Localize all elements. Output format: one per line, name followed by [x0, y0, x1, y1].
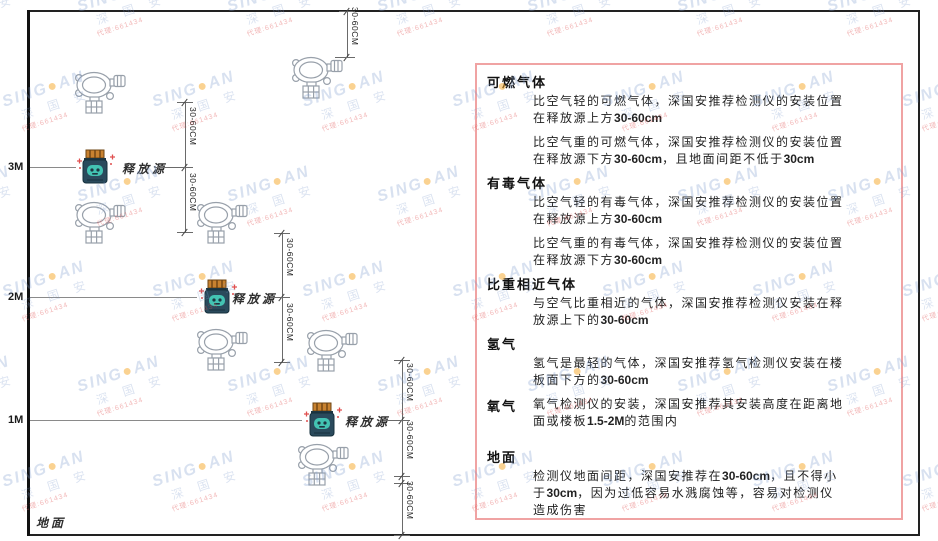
dimension-connector [155, 167, 192, 168]
guide-section: 比重相近气体与空气比重相近的气体，深国安推荐检测仪安装在释放源上下的30-60c… [487, 276, 893, 329]
height-line-1m [30, 420, 302, 421]
height-label-3m: 3M [8, 161, 24, 173]
dimension-label: 30-60CM [188, 107, 198, 146]
right-border-line [918, 10, 920, 536]
dimension-connector [335, 57, 353, 58]
dimension-line [402, 360, 403, 535]
gas-detector-icon [71, 199, 129, 245]
section-heading: 氢气 [487, 337, 518, 352]
section-paragraph: 比空气重的可燃气体，深国安推荐检测仪的安装位置在释放源下方30-60cm，且地面… [533, 135, 844, 166]
dimension-tick [394, 476, 410, 477]
release-source-icon [300, 402, 344, 438]
gas-detector-icon [71, 69, 129, 115]
section-paragraph: 氢气是最轻的气体，深国安推荐氢气检测仪安装在楼板面下方的30-60cm [533, 356, 844, 387]
dimension-label: 30-60CM [285, 303, 295, 342]
dimension-connector [385, 420, 403, 421]
dimension-tick [394, 535, 410, 536]
dimension-tick [274, 233, 290, 234]
dimension-tick [177, 102, 193, 103]
height-label-2m: 2M [8, 291, 24, 303]
guide-section: 可燃气体比空气轻的可燃气体，深国安推荐检测仪的安装位置在释放源上方30-60cm… [487, 74, 893, 168]
section-paragraph: 比空气轻的有毒气体，深国安推荐检测仪的安装位置在释放源上方30-60cm [533, 195, 844, 226]
dimension-label: 30-60CM [285, 238, 295, 277]
height-line-3m [30, 167, 76, 168]
section-paragraph: 比空气轻的可燃气体，深国安推荐检测仪的安装位置在释放源上方30-60cm [533, 94, 844, 125]
section-paragraph: 比空气重的有毒气体，深国安推荐检测仪的安装位置在释放源下方30-60cm [533, 236, 844, 267]
dimension-label: 30-60CM [405, 421, 415, 460]
dimension-label: 30-60CM [405, 481, 415, 520]
left-wall-line [27, 10, 30, 536]
installation-guide-panel: 可燃气体比空气轻的可燃气体，深国安推荐检测仪的安装位置在释放源上方30-60cm… [475, 63, 903, 520]
dimension-tick [274, 362, 290, 363]
dimension-tick [177, 232, 193, 233]
ground-line [27, 534, 920, 536]
guide-section: 有毒气体比空气轻的有毒气体，深国安推荐检测仪的安装位置在释放源上方30-60cm… [487, 175, 893, 269]
section-paragraph: 检测仪地面间距，深国安推荐在30-60cm，且不得小于30cm，因为过低容易水溅… [533, 469, 838, 517]
release-source-icon [73, 149, 117, 185]
section-heading: 氧气 [487, 399, 518, 414]
height-line-2m [30, 297, 197, 298]
dimension-tick [394, 483, 410, 484]
dimension-label: 30-60CM [350, 7, 360, 46]
dimension-connector [273, 297, 284, 298]
gas-detector-icon [294, 441, 352, 487]
section-paragraph: 与空气比重相近的气体，深国安推荐检测仪安装在释放源上下的30-60cm [533, 296, 844, 327]
dimension-tick [394, 360, 410, 361]
section-heading: 比重相近气体 [487, 277, 578, 292]
release-source-icon [195, 279, 239, 315]
gas-detector-icon [193, 326, 251, 372]
guide-section: 氧气 氧气检测仪的安装，深国安推荐其安装高度在距离地面或楼板1.5-2M的范围内 [487, 396, 893, 437]
release-source-label: 释放源 [232, 292, 278, 306]
section-heading: 可燃气体 [487, 75, 548, 90]
height-label-1m: 1M [8, 414, 24, 426]
guide-section: 地面 检测仪地面间距，深国安推荐在30-60cm，且不得小于30cm，因为过低容易… [487, 449, 893, 519]
ground-label: 地面 [36, 516, 67, 530]
gas-detector-icon [303, 327, 361, 373]
gas-detector-icon [288, 54, 346, 100]
section-heading: 地面 [487, 450, 518, 465]
ceiling-line [27, 10, 920, 12]
dimension-label: 30-60CM [188, 173, 198, 212]
dimension-line [347, 11, 348, 57]
guide-section: 氢气 氢气是最轻的气体，深国安推荐氢气检测仪安装在楼板面下方的30-60cm [487, 336, 893, 389]
dimension-label: 30-60CM [405, 363, 415, 402]
section-heading: 有毒气体 [487, 176, 548, 191]
release-source-label: 释放源 [345, 415, 391, 429]
section-paragraph: 氧气检测仪的安装，深国安推荐其安装高度在距离地面或楼板1.5-2M的范围内 [533, 397, 844, 428]
release-source-label: 释放源 [122, 162, 168, 176]
dimension-tick [339, 11, 355, 12]
gas-detector-icon [193, 199, 251, 245]
